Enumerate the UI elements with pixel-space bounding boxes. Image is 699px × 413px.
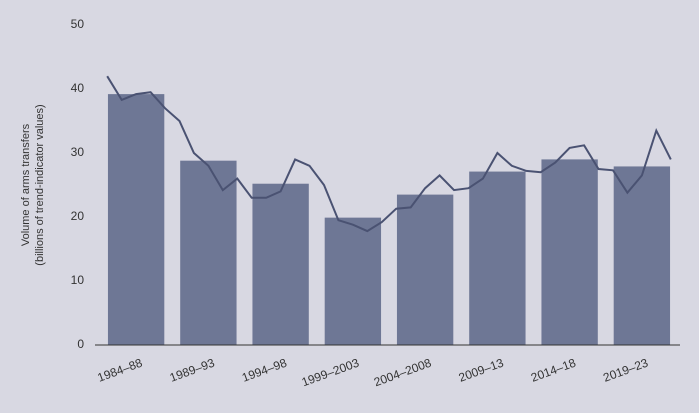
y-tick-label: 50 — [71, 17, 85, 31]
bar — [180, 160, 237, 345]
y-axis-label: Volume of arms transfers — [20, 123, 32, 246]
x-tick-label: 2004–2008 — [372, 356, 434, 390]
bar — [613, 166, 671, 345]
bar — [541, 159, 598, 345]
x-tick-label: 2014–18 — [529, 356, 578, 385]
x-tick-label: 1989–93 — [168, 356, 217, 385]
y-tick-label: 10 — [71, 273, 85, 287]
y-axis-label: (billions of trend-indicator values) — [34, 104, 46, 265]
x-tick-label: 2019–23 — [601, 356, 650, 385]
trend-line — [106, 75, 672, 233]
bar — [107, 94, 165, 346]
x-tick-label: 1984–88 — [96, 356, 145, 385]
y-tick-label: 0 — [77, 337, 84, 351]
x-tick-label: 1994–98 — [240, 356, 289, 385]
bar — [324, 217, 382, 345]
y-tick-label: 40 — [71, 81, 85, 95]
bar — [252, 183, 309, 345]
bar — [396, 194, 454, 345]
x-tick-label: 2009–13 — [457, 356, 506, 385]
x-tick-label: 1999–2003 — [300, 356, 362, 390]
y-tick-label: 30 — [71, 145, 85, 159]
bar — [469, 171, 526, 345]
y-tick-label: 20 — [71, 209, 85, 223]
